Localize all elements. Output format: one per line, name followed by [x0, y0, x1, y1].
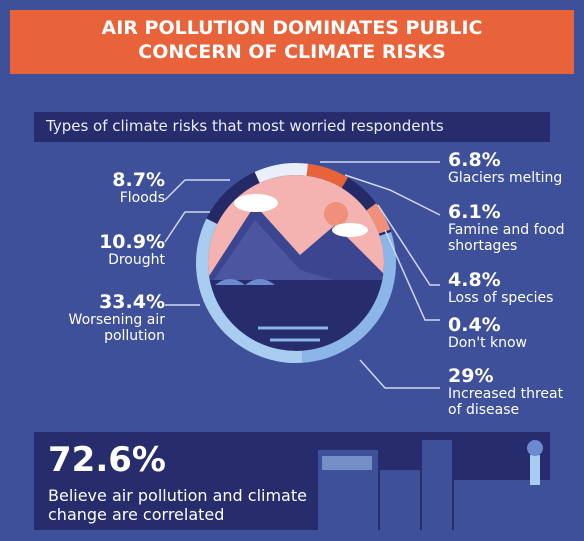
value-label: 8.7% [112, 169, 165, 191]
subtitle-bar [34, 112, 550, 142]
subtitle: Types of climate risks that most worried… [46, 117, 444, 135]
value-label: 29% [448, 365, 494, 387]
donut-segment [366, 203, 391, 234]
donut-segment [378, 229, 392, 236]
category-label: Drought [108, 252, 165, 268]
leader-lines [164, 161, 441, 389]
donut-segment [301, 232, 396, 363]
segment-label: 10.9% Drought [40, 232, 165, 268]
category-label: Increased threat of disease [448, 386, 564, 418]
category-label: Worsening air pollution [68, 312, 165, 344]
donut [196, 163, 396, 363]
donut-segment [254, 163, 308, 183]
donut-segment [306, 163, 348, 188]
segment-label: 8.7% Floods [40, 170, 165, 206]
category-label: Famine and food shortages [448, 222, 565, 254]
value-label: 6.8% [448, 149, 501, 171]
category-label: Glaciers melting [448, 170, 563, 186]
segment-label: 4.8% Loss of species [448, 270, 584, 306]
value-label: 10.9% [99, 231, 165, 253]
segment-label: 6.1% Famine and food shortages [448, 202, 584, 254]
title-banner [10, 10, 574, 74]
segment-label: 29% Increased threat of disease [448, 366, 568, 418]
donut-segment [196, 218, 303, 363]
segment-label: 33.4% Worsening air pollution [40, 292, 165, 344]
value-label: 33.4% [99, 291, 165, 313]
donut-segment [206, 171, 260, 224]
title: AIR POLLUTION DOMINATES PUBLIC CONCERN O… [101, 17, 483, 63]
category-label: Don't know [448, 335, 528, 351]
category-label: Loss of species [448, 290, 554, 306]
callout-text: Believe air pollution and climate change… [48, 486, 307, 524]
value-label: 4.8% [448, 269, 501, 291]
segment-label: 6.8% Glaciers melting [448, 150, 584, 186]
value-label: 0.4% [448, 314, 501, 336]
donut-segment [341, 177, 377, 211]
category-label: Floods [119, 190, 165, 206]
value-label: 6.1% [448, 201, 501, 223]
segment-label: 0.4% Don't know [448, 315, 584, 351]
callout-figure: 72.6% [48, 440, 166, 480]
city [318, 440, 550, 530]
